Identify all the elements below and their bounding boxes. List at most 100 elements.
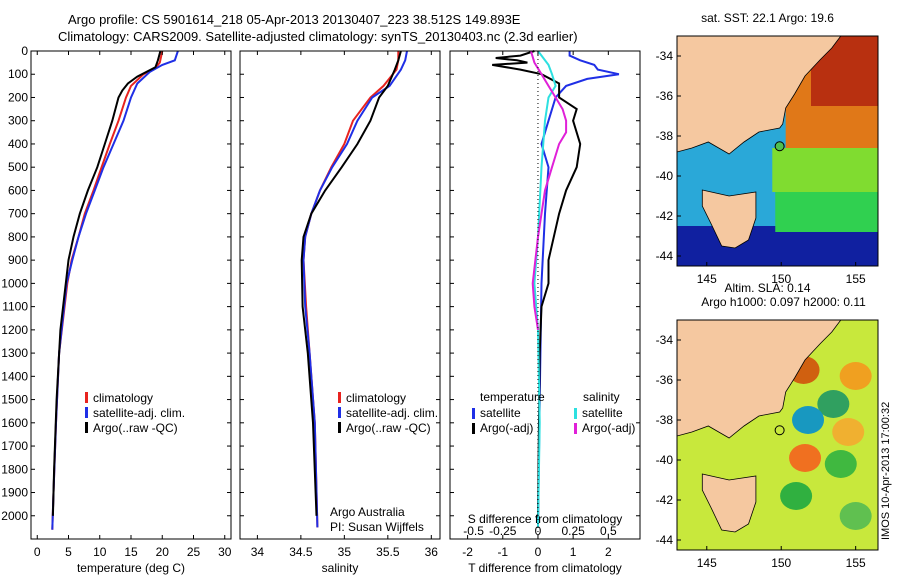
depth-tick-label-18: 1800 (1, 462, 28, 476)
depth-tick-label-14: 1400 (1, 369, 28, 383)
difference-profile-series-2 (533, 50, 557, 528)
sal-legend-title: salinity (583, 390, 620, 404)
sst-map-argo-marker (774, 141, 785, 152)
temperature-profile-frame (30, 50, 232, 540)
sst-map-ytick-label-4: -42 (656, 209, 674, 223)
temperature-profile-xtick-label-4: 20 (156, 545, 170, 559)
difference-profile-series-3 (529, 50, 568, 331)
salinity-profile-xtick-label-3: 35.5 (376, 545, 400, 559)
salinity-profile-series-2 (300, 50, 402, 516)
depth-tick-label-17: 1700 (1, 439, 28, 453)
sla-map-ytick-label-0: -34 (656, 333, 674, 347)
sla-eddy-5 (789, 444, 822, 472)
salinity-profile-series-0 (302, 51, 400, 528)
temperature-profile-xtick-label-0: 0 (34, 545, 41, 559)
depth-tick-label-19: 1900 (1, 486, 28, 500)
difference-profile: -2 -1 0 1 2 -0.5 -0.25 0 0.25 0.5 T difference fro… (449, 50, 641, 575)
depth-tick-label-13: 1300 (1, 346, 28, 360)
difference-profile-xtick-label-1: -1 (497, 545, 508, 559)
sdiff-tick-label-3: 0.25 (561, 524, 585, 538)
temp-legend-label-0: satellite (480, 406, 521, 420)
salinity-profile-legend-label-2: Argo(..raw -QC) (346, 421, 431, 435)
salinity-profile-legend-label-0: climatology (346, 391, 406, 405)
sla-map-tasmania (701, 473, 757, 533)
sal-legend-label-1: Argo(-adj) (582, 421, 635, 435)
sal-legend-swatch-1 (574, 423, 577, 434)
sla-map-ytick-label-1: -36 (656, 373, 674, 387)
timestamp-stamp: IMOS 10-Apr-2013 17:00:32 (880, 401, 892, 540)
sst-cold-band (677, 226, 878, 266)
salinity-profile-legend-swatch-1 (338, 407, 341, 418)
sst-map-frame (676, 35, 879, 267)
sla-map-frame (676, 319, 879, 551)
sla-map-ytick-label-5: -44 (656, 533, 674, 547)
temperature-profile: 0100200300400500600700800900100011001200… (1, 44, 231, 575)
sst-warm-band (772, 148, 878, 192)
difference-profile-xtick-label-0: -2 (462, 545, 473, 559)
sla-map: -34 -36 -38 -40 -42 -44 145 150 155 Altim. SLA: 0… (656, 281, 879, 570)
sla-map-ytick-label-2: -38 (656, 413, 674, 427)
salinity-profile-legend-swatch-0 (338, 392, 341, 403)
depth-tick-label-20: 2000 (1, 509, 28, 523)
temp-legend-title: temperature (480, 390, 545, 404)
salinity-profile-legend-label-1: satellite-adj. clim. (346, 406, 438, 420)
depth-tick-label-12: 1200 (1, 323, 28, 337)
salinity-profile-xtick-label-0: 34 (251, 545, 265, 559)
temperature-profile-xtick-label-6: 30 (218, 545, 232, 559)
depth-tick-label-6: 600 (8, 183, 28, 197)
depth-tick-label-1: 100 (8, 67, 28, 81)
depth-tick-label-5: 500 (8, 160, 28, 174)
salinity-profile: 34 34.5 35 35.5 36 salinity climatologysatelli… (239, 50, 441, 575)
difference-profile-series-0 (537, 51, 620, 528)
sla-map-mainland (677, 320, 842, 439)
sla-map-argo-marker (774, 425, 785, 436)
difference-profile-xlabel: T difference from climatology (468, 561, 622, 575)
temperature-profile-legend-label-2: Argo(..raw -QC) (93, 421, 178, 435)
sla-map-title-1: Argo h1000: 0.097 h2000: 0.11 (701, 295, 866, 309)
sla-eddy-2 (817, 390, 850, 418)
depth-tick-label-11: 1100 (2, 300, 28, 314)
salinity-profile-frame (239, 50, 441, 540)
sdiff-tick-label-1: -0.25 (489, 524, 517, 538)
sst-map-mainland (677, 36, 842, 155)
sla-map-title-0: Altim. SLA: 0.14 (724, 281, 810, 295)
sdiff-tick-label-4: 0.5 (600, 524, 617, 538)
sst-map-xtick-label-1: 150 (771, 272, 791, 286)
depth-tick-label-15: 1500 (1, 393, 28, 407)
temperature-profile-xtick-label-1: 5 (65, 545, 72, 559)
temp-legend-swatch-0 (472, 408, 475, 419)
difference-profile-frame (449, 50, 641, 540)
salinity-profile-legend-swatch-2 (338, 422, 341, 433)
difference-profile-xtick-label-3: 1 (570, 545, 577, 559)
sal-legend-swatch-0 (574, 408, 577, 419)
temperature-profile-xlabel: temperature (deg C) (77, 561, 185, 575)
sst-map-xtick-label-2: 155 (846, 272, 866, 286)
sla-map-xtick-label-0: 145 (697, 556, 717, 570)
depth-tick-label-9: 900 (8, 253, 28, 267)
sla-eddy-6 (824, 450, 857, 478)
sst-map-xtick-label-0: 145 (697, 272, 717, 286)
temperature-profile-series-1 (51, 50, 179, 530)
sla-map-ytick-label-4: -42 (656, 493, 674, 507)
sdiff-tick-label-2: 0 (535, 524, 542, 538)
credit-line-1: PI: Susan Wijffels (330, 520, 424, 534)
depth-tick-label-16: 1600 (1, 416, 28, 430)
sst-map-tasmania (701, 189, 757, 249)
depth-tick-label-7: 700 (8, 207, 28, 221)
sla-eddy-4 (832, 418, 865, 446)
temperature-profile-xtick-label-2: 10 (93, 545, 107, 559)
depth-tick-label-4: 400 (8, 137, 28, 151)
sst-map-ytick-label-0: -34 (656, 49, 674, 63)
sla-map-xtick-label-1: 150 (771, 556, 791, 570)
sst-map-ytick-label-1: -36 (656, 89, 674, 103)
temperature-profile-xtick-label-3: 15 (124, 545, 138, 559)
difference-profile-series-1 (492, 50, 582, 516)
temperature-profile-legend-swatch-2 (85, 422, 88, 433)
depth-tick-label-2: 200 (8, 90, 28, 104)
salinity-profile-series-1 (302, 50, 408, 528)
credit-line-0: Argo Australia (330, 505, 405, 519)
salinity-profile-xtick-label-1: 34.5 (289, 545, 313, 559)
depth-tick-label-8: 800 (8, 230, 28, 244)
sla-eddy-7 (780, 482, 813, 510)
temp-legend-swatch-1 (472, 423, 475, 434)
